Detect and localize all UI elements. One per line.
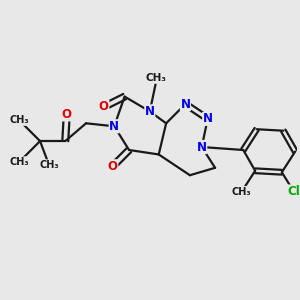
- Text: CH₃: CH₃: [10, 157, 29, 167]
- Text: CH₃: CH₃: [145, 73, 166, 83]
- Text: N: N: [145, 105, 155, 118]
- Text: O: O: [108, 160, 118, 173]
- Text: N: N: [203, 112, 213, 125]
- Text: CH₃: CH₃: [39, 160, 59, 170]
- Text: O: O: [62, 108, 72, 121]
- Text: CH₃: CH₃: [232, 187, 252, 196]
- Text: N: N: [197, 140, 207, 154]
- Text: N: N: [109, 120, 119, 133]
- Text: N: N: [180, 98, 190, 110]
- Text: Cl: Cl: [287, 185, 300, 198]
- Text: O: O: [99, 100, 109, 113]
- Text: CH₃: CH₃: [10, 115, 29, 125]
